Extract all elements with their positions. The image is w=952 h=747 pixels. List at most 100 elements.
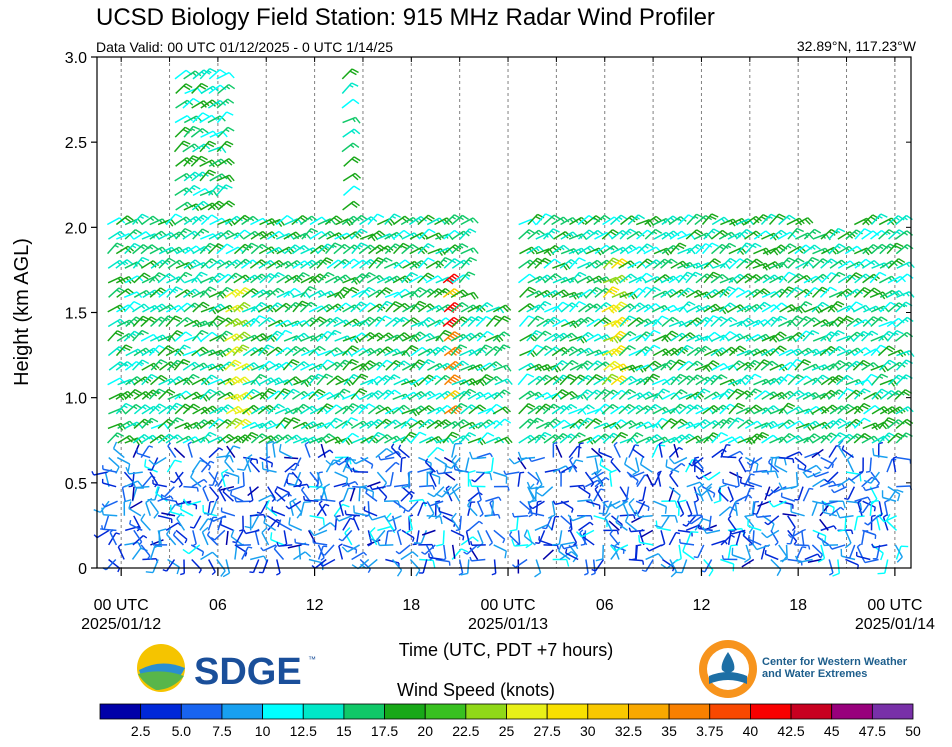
wind-barb [367,213,385,226]
wind-barb [367,230,386,240]
wind-barb [458,559,464,576]
wind-barb [412,530,420,546]
wind-barb [124,275,144,284]
wind-barb [304,441,311,458]
wind-barb [845,389,863,400]
cw3e-logo: Center for Western Weather and Water Extr… [698,638,908,700]
wind-barb [366,481,381,488]
colorbar-label: 35 [661,723,677,739]
wind-barb [208,146,227,154]
wind-barb [384,213,401,226]
colorbar-label: 5.0 [172,723,192,739]
wind-barb [182,97,200,109]
wind-barb [745,388,762,400]
wind-barb [465,528,471,546]
wind-barb [711,431,729,444]
wind-barb [475,344,493,357]
wind-barb [271,506,286,517]
wind-barb [308,289,327,298]
wind-barb [267,403,285,415]
wind-barb [192,419,211,430]
wind-barb [619,420,638,430]
wind-barb [762,515,775,531]
wind-barb [107,432,125,444]
wind-barb [158,257,176,269]
wind-barb [518,418,537,429]
wind-barb [677,499,687,516]
wind-barb [224,455,235,473]
x-tick-label: 00 UTC [94,597,149,614]
wind-barb [405,515,414,534]
wind-barb [727,515,737,531]
colorbar-label: 25 [499,723,515,739]
wind-barb [132,256,150,269]
wind-barb [342,286,360,298]
wind-barb [233,301,251,313]
wind-barb [426,288,445,298]
wind-barb [738,456,747,473]
wind-barb [711,243,729,255]
wind-barb [129,500,143,509]
wind-barb [542,549,554,561]
wind-barb [173,216,193,226]
wind-barb [718,506,737,517]
wind-barb [175,302,194,313]
wind-barb [249,457,261,473]
colorbar-swatch [384,703,426,720]
wind-barb [794,486,804,501]
wind-barb [102,465,117,473]
wind-barb [267,486,276,503]
wind-barb [376,389,395,400]
wind-barb [266,287,285,298]
wind-barb [779,456,795,464]
wind-barb [351,420,370,430]
wind-barb [115,215,134,226]
wind-barb [191,82,209,94]
wind-barb [247,486,259,497]
wind-barb [289,497,297,516]
wind-barb [485,496,502,502]
wind-barb [276,246,295,255]
wind-barb [471,471,486,483]
wind-barb [225,471,240,484]
wind-barb [862,529,877,540]
wind-barb [275,346,294,357]
wind-barb [872,448,888,459]
wind-barb [517,373,535,386]
wind-barb [117,543,125,560]
wind-barb [108,558,121,573]
wind-barb [417,316,436,328]
wind-barb [208,84,227,95]
wind-barb [375,257,393,269]
y-tick-label: 1.0 [65,391,87,408]
wind-barb [133,272,151,284]
wind-barb [288,471,302,486]
wind-barb [275,319,294,328]
wind-barb [752,431,770,444]
wind-barb [408,275,427,284]
wind-barb [284,456,299,460]
wind-barb [109,529,118,546]
wind-barb [677,271,695,284]
x-tick-label: 12 [306,597,324,614]
wind-barb [693,501,699,518]
wind-barb [243,529,260,535]
wind-barb [463,544,478,555]
wind-barb [527,229,546,240]
wind-barb [578,521,594,531]
wind-barb [429,470,437,487]
wind-barb [638,486,647,502]
wind-barb [613,441,621,458]
wind-barb [444,457,461,470]
wind-barb [148,272,166,284]
wind-barb [468,520,483,531]
wind-barb [786,451,803,459]
wind-barb [560,302,579,313]
wind-barb [401,271,419,284]
wind-barb [258,494,277,502]
wind-barb [342,358,359,371]
wind-barb [250,555,269,563]
wind-barb [319,558,336,567]
y-tick-label: 0.5 [65,476,87,493]
